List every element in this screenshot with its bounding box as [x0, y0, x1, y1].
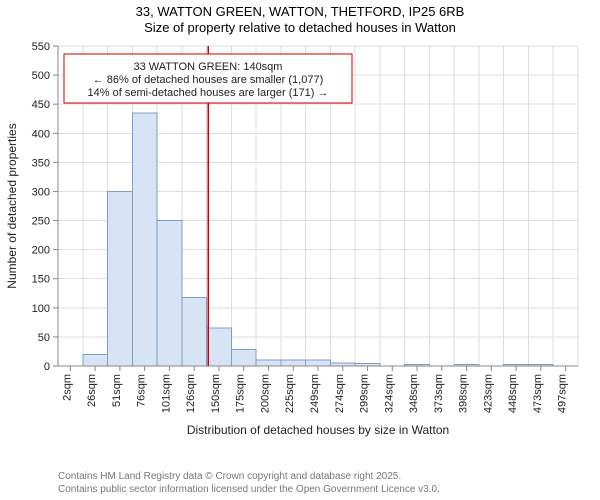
y-tick-label: 300	[32, 186, 50, 198]
x-tick-label: 373sqm	[433, 374, 445, 413]
x-tick-label: 398sqm	[458, 374, 470, 413]
y-tick-label: 550	[32, 41, 50, 53]
x-tick-label: 200sqm	[259, 374, 271, 413]
y-tick-label: 200	[32, 245, 50, 257]
x-tick-label: 348sqm	[408, 374, 420, 413]
y-tick-label: 100	[32, 303, 50, 315]
y-tick-label: 350	[32, 157, 50, 169]
x-tick-label: 26sqm	[86, 374, 98, 407]
y-tick-label: 50	[38, 332, 50, 344]
y-tick-label: 500	[32, 70, 50, 82]
y-tick-label: 400	[32, 128, 50, 140]
x-tick-label: 324sqm	[383, 374, 395, 413]
x-tick-label: 497sqm	[557, 374, 569, 413]
chart-title-line-2: Size of property relative to detached ho…	[0, 20, 600, 36]
histogram-bar	[157, 221, 182, 366]
histogram-bar	[108, 191, 133, 366]
x-tick-label: 473sqm	[532, 374, 544, 413]
histogram-bar	[306, 360, 331, 366]
histogram-bar	[231, 350, 256, 366]
x-tick-label: 51sqm	[111, 374, 123, 407]
x-tick-label: 101sqm	[160, 374, 172, 413]
histogram-bar	[207, 328, 232, 366]
x-tick-label: 175sqm	[235, 374, 247, 413]
histogram-bar	[83, 354, 108, 366]
x-tick-label: 225sqm	[284, 374, 296, 413]
annotation-line: 33 WATTON GREEN: 140sqm	[134, 61, 283, 73]
histogram-bar	[256, 360, 281, 366]
histogram-bar	[132, 113, 157, 366]
histogram-chart: 0 50 100 150 200 250 300 350 400 450 500 550 2sqm 26s…	[0, 40, 600, 456]
x-tick-label: 150sqm	[210, 374, 222, 413]
chart-title-line-1: 33, WATTON GREEN, WATTON, THETFORD, IP25…	[0, 4, 600, 20]
annotation-line: 14% of semi-detached houses are larger (…	[88, 87, 329, 99]
y-tick-label: 450	[32, 99, 50, 111]
histogram-bar	[182, 297, 207, 366]
y-axis-title: Number of detached properties	[5, 123, 19, 288]
x-tick-label: 299sqm	[359, 374, 371, 413]
x-tick-label: 76sqm	[136, 374, 148, 407]
x-tick-label: 126sqm	[185, 374, 197, 413]
y-tick-label: 250	[32, 216, 50, 228]
x-axis-title: Distribution of detached houses by size …	[187, 423, 449, 437]
x-tick-label: 448sqm	[507, 374, 519, 413]
y-tick-label: 150	[32, 274, 50, 286]
chart-container: 0 50 100 150 200 250 300 350 400 450 500 550 2sqm 26s…	[0, 40, 600, 456]
x-tick-label: 249sqm	[309, 374, 321, 413]
x-tick-label: 423sqm	[482, 374, 494, 413]
attribution-footer: Contains HM Land Registry data © Crown c…	[58, 470, 440, 496]
footer-line-2: Contains public sector information licen…	[58, 483, 440, 496]
annotation-line: ← 86% of detached houses are smaller (1,…	[93, 74, 324, 86]
x-tick-label: 2sqm	[61, 374, 73, 401]
chart-title-block: 33, WATTON GREEN, WATTON, THETFORD, IP25…	[0, 0, 600, 37]
x-tick-label: 274sqm	[334, 374, 346, 413]
histogram-bar	[281, 360, 306, 366]
y-tick-label: 0	[44, 361, 50, 373]
footer-line-1: Contains HM Land Registry data © Crown c…	[58, 470, 440, 483]
